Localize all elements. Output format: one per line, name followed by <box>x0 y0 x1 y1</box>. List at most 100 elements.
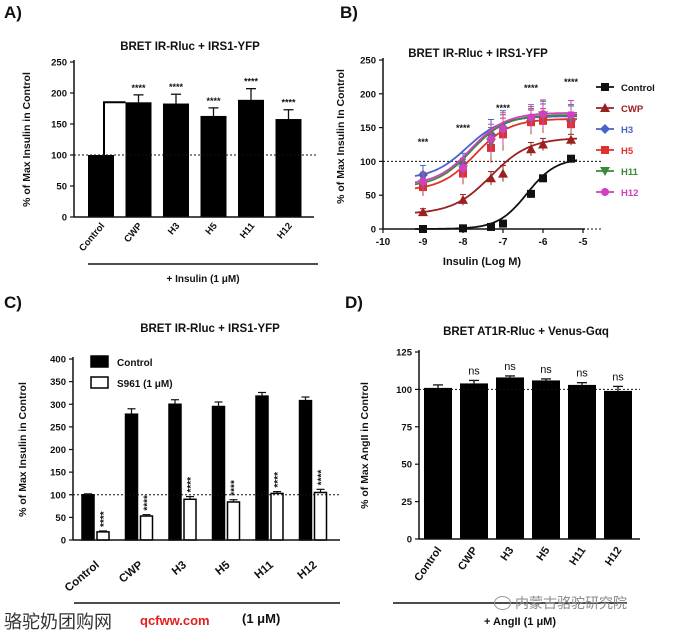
y-tick-label-d-25: 25 <box>401 497 412 508</box>
significance-d-h11: ns <box>576 368 588 380</box>
y-tick-label-b-50: 50 <box>365 191 376 202</box>
legend-marker-cwp <box>600 103 610 112</box>
data-point-h12-1 <box>459 164 467 173</box>
y-tick-label-d-0: 0 <box>407 535 412 546</box>
bar-d-h3 <box>496 377 524 539</box>
legend-marker-control <box>601 83 609 91</box>
significance-c-cwp: **** <box>143 495 154 511</box>
data-point-control-0 <box>419 225 427 233</box>
legend-label-h12: H12 <box>621 188 638 199</box>
data-point-h12-4 <box>527 113 535 122</box>
significance-d-h3: ns <box>504 361 516 373</box>
y-tick-label-b-0: 0 <box>371 225 376 236</box>
data-point-h12-6 <box>567 111 575 120</box>
y-tick-label-b-100: 100 <box>360 157 376 168</box>
data-point-control-1 <box>459 224 467 233</box>
significance-a-h12: **** <box>281 98 296 108</box>
x-tick-label-a-h11: H11 <box>238 220 258 241</box>
y-tick-label-b-250: 250 <box>360 56 376 67</box>
data-point-cwp-0 <box>418 207 428 217</box>
y-tick-label-d-100: 100 <box>396 385 412 396</box>
x-tick-label-b--5: -5 <box>579 237 588 248</box>
x-tick-label-b--7: -7 <box>499 237 508 248</box>
legend-label-control: Control <box>621 83 655 94</box>
bar-a-h3 <box>163 103 189 217</box>
x-tick-label-c-h3: H3 <box>170 559 189 578</box>
significance-a-h11: **** <box>244 77 259 87</box>
significance-b-2: **** <box>496 103 511 113</box>
x-tick-label-a-h3: H3 <box>166 221 182 237</box>
bar-c-h11-s961 <box>270 492 284 541</box>
x-tick-label-c-h5: H5 <box>213 559 232 578</box>
panel-label-b: B) <box>340 3 358 22</box>
x-tick-label-a-cwp: CWP <box>122 220 145 245</box>
bar-d-cwp <box>460 383 488 539</box>
y-tick-label-a-200: 200 <box>51 89 67 100</box>
y-tick-label-b-200: 200 <box>360 89 376 100</box>
y-axis-label-c: % of Max Insulin in Control <box>17 382 29 517</box>
significance-c-h11: **** <box>273 472 284 488</box>
x-tick-label-c-h12: H12 <box>296 559 320 582</box>
bar-a-h5 <box>200 115 227 217</box>
fit-curve-h12 <box>414 112 577 184</box>
legend-label-c-1: S961 (1 μM) <box>117 379 173 390</box>
comparison-bracket-a <box>103 101 126 155</box>
x-tick-label-c-h11: H11 <box>253 559 277 582</box>
data-point-control-6 <box>567 154 575 163</box>
data-point-h12-5 <box>539 110 547 119</box>
x-axis-label-b: Insulin (Log M) <box>443 256 522 268</box>
data-point-h12-0 <box>419 177 427 186</box>
data-point-control-2 <box>487 222 495 231</box>
data-point-cwp-6 <box>566 134 576 144</box>
bar-c-h5-s961 <box>226 501 241 541</box>
bar-c-h3-s961 <box>183 498 197 541</box>
y-tick-label-a-150: 150 <box>51 120 67 131</box>
significance-d-h5: ns <box>540 364 552 376</box>
legend-swatch-c-0 <box>90 355 109 368</box>
significance-d-cwp: ns <box>468 365 480 377</box>
y-tick-label-c-150: 150 <box>50 468 66 479</box>
panel-label-c: C) <box>4 293 22 312</box>
chart-title-a: BRET IR-Rluc + IRS1-YFP <box>120 41 260 53</box>
significance-c-h5: **** <box>230 480 241 496</box>
fit-curve-h3 <box>414 115 577 177</box>
x-tick-label-d-cwp: CWP <box>456 545 481 573</box>
chart-title-c: BRET IR-Rluc + IRS1-YFP <box>140 323 280 335</box>
legend-marker-h3 <box>600 124 610 134</box>
x-tick-label-a-h12: H12 <box>275 221 295 241</box>
data-point-control-3 <box>499 219 507 228</box>
bar-d-h5 <box>532 380 560 539</box>
significance-b-1: **** <box>456 123 471 133</box>
bar-a-control <box>88 155 114 217</box>
site-url-watermark: qcfww.com <box>140 613 210 628</box>
significance-a-h5: **** <box>206 96 221 106</box>
bar-d-h11 <box>568 384 596 539</box>
significance-a-h3: **** <box>169 82 184 92</box>
legend-label-c-0: Control <box>117 358 153 369</box>
bar-a-cwp <box>125 102 152 217</box>
legend-label-h5: H5 <box>621 146 634 157</box>
x-tick-label-b--10: -10 <box>376 237 391 248</box>
x-tick-label-d-h3: H3 <box>499 545 517 563</box>
chart-title-b: BRET IR-Rluc + IRS1-YFP <box>408 48 548 60</box>
data-point-h12-2 <box>487 135 495 144</box>
x-tick-label-c-cwp: CWP <box>117 559 146 586</box>
x-tick-label-b--8: -8 <box>459 237 468 248</box>
x-tick-label-d-h5: H5 <box>535 545 553 563</box>
treatment-label-a: + Insulin (1 μM) <box>166 274 239 285</box>
y-tick-label-a-50: 50 <box>56 182 67 193</box>
data-point-cwp-4 <box>526 144 536 154</box>
legend-label-h11: H11 <box>621 167 639 178</box>
data-point-control-4 <box>527 189 535 198</box>
bar-a-h12 <box>275 119 302 217</box>
legend-swatch-c-1 <box>90 376 109 389</box>
bar-d-h12 <box>604 390 632 539</box>
legend-label-h3: H3 <box>621 125 633 136</box>
y-tick-label-c-250: 250 <box>50 422 66 433</box>
x-tick-label-d-h11: H11 <box>567 545 588 568</box>
institute-label: 内蒙古骆驼研究院 <box>515 596 627 612</box>
data-point-h12-3 <box>499 124 507 133</box>
y-tick-label-a-0: 0 <box>62 213 67 224</box>
fit-curve-h5 <box>414 118 577 190</box>
legend-label-cwp: CWP <box>621 104 644 115</box>
